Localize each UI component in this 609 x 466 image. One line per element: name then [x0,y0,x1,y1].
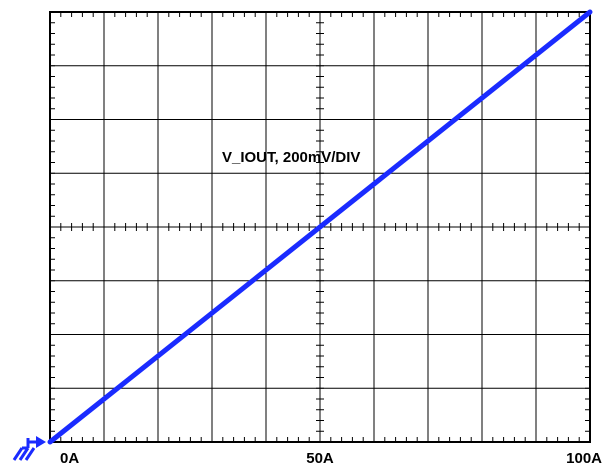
series-label: V_IOUT, 200mV/DIV [222,149,360,166]
x-tick-label: 50A [306,450,334,466]
series-line [47,9,593,445]
x-tick-label: 100A [566,450,602,466]
x-tick-label: 0A [60,450,79,466]
ground-reference-icon [12,436,46,461]
traces [47,9,593,445]
x-tick-labels: 0A 50A 100A [60,450,602,466]
